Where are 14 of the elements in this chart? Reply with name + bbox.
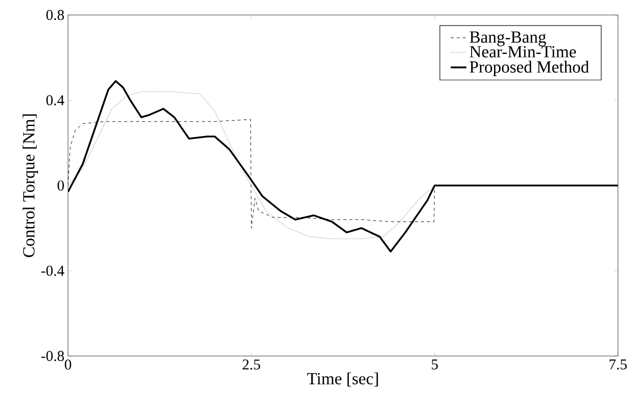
y-tick-label: 0 — [58, 180, 64, 191]
y-tick-label: 0.4 — [46, 95, 64, 106]
x-axis-title: Time [sec] — [307, 372, 378, 386]
legend-label: Bang-Bang — [470, 32, 546, 46]
x-tick-label: 2.5 — [242, 360, 260, 370]
y-tick-label: -0.8 — [41, 350, 64, 362]
x-tick-label: 7.5 — [610, 360, 627, 370]
y-axis-title: Control Torque [Nm] — [22, 114, 38, 258]
x-tick-label: 0 — [64, 360, 72, 370]
y-tick-label: 0.8 — [46, 10, 64, 20]
y-tick-label: -0.4 — [41, 266, 64, 276]
legend-label: Near-Min-Time — [470, 46, 576, 58]
legend-label: Proposed Method — [470, 60, 589, 76]
x-tick-label: 5 — [432, 360, 438, 370]
